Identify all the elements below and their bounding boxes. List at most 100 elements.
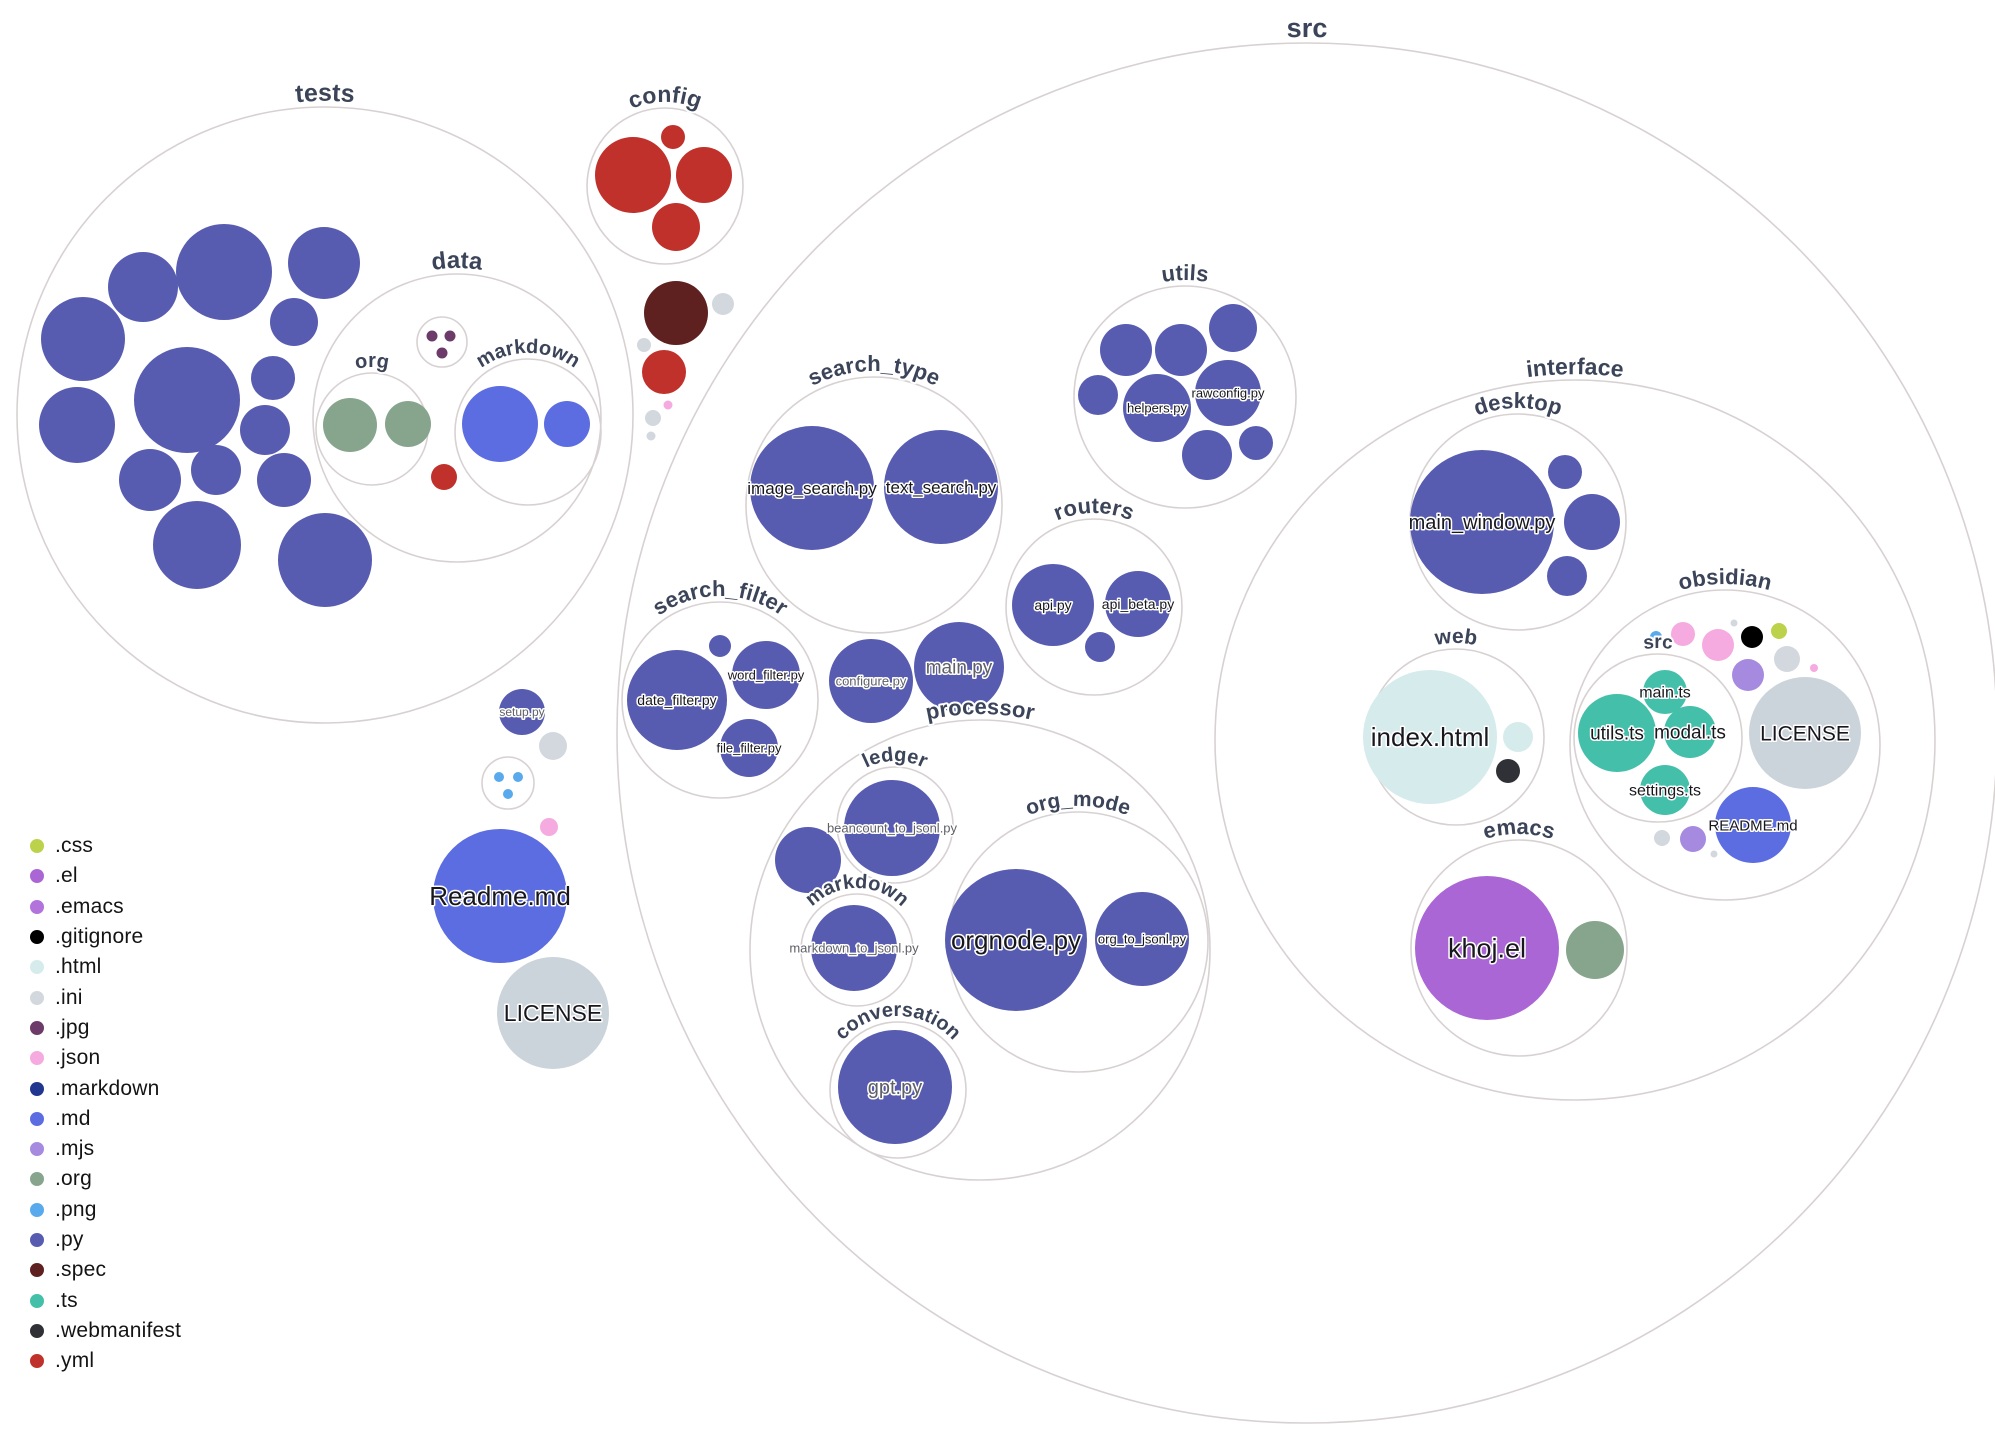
dir-circle-src/processor xyxy=(749,719,1211,1181)
legend-label: .json xyxy=(55,1046,101,1070)
legend-item-json: .json xyxy=(30,1043,181,1073)
dir-label-src/search_type: search_type xyxy=(804,351,945,391)
dir-circle-assets xyxy=(481,756,535,810)
file-circle-py xyxy=(1209,304,1257,352)
legend-label: .jpg xyxy=(55,1015,90,1039)
dir-circle-src/processor/conversation xyxy=(829,1021,967,1159)
legend-swatch-json xyxy=(30,1051,44,1066)
legend-label: .png xyxy=(55,1197,97,1221)
file-circle-ini xyxy=(645,410,661,426)
file-label-date_filter.py: date_filter.py xyxy=(637,692,716,708)
file-circle-yml xyxy=(661,125,685,149)
file-circle-json xyxy=(1810,664,1818,672)
file-circle-yml xyxy=(652,203,700,251)
file-circle-py xyxy=(191,445,241,495)
legend-label: .mjs xyxy=(55,1137,95,1161)
legend-swatch-emacs xyxy=(30,899,44,914)
file-circle-png xyxy=(503,789,513,799)
file-circle-py xyxy=(1239,426,1273,460)
legend-swatch-yml xyxy=(30,1354,44,1369)
file-circle-gitignore xyxy=(1741,626,1763,648)
file-label-image_search.py: image_search.py xyxy=(747,479,877,498)
file-circle-org_to_jsonl.py xyxy=(1095,892,1189,986)
file-circle-yml xyxy=(676,147,732,203)
file-circle-Readme.md xyxy=(433,829,567,963)
legend-label: .ini xyxy=(55,985,83,1009)
file-label-main_window.py: main_window.py xyxy=(1409,512,1556,534)
file-circle-gpt.py xyxy=(838,1030,952,1144)
file-circle-css xyxy=(1771,623,1787,639)
file-circle-ini xyxy=(539,732,567,760)
file-circle-py xyxy=(1547,556,1587,596)
file-circle-LICENSE xyxy=(497,957,609,1069)
legend-item-ts: .ts xyxy=(30,1285,181,1315)
legend-item-css: .css xyxy=(30,831,181,861)
legend-label: .md xyxy=(55,1106,91,1130)
legend-label: .css xyxy=(55,834,94,858)
legend-item-el: .el xyxy=(30,861,181,891)
dir-label-tests/data/org: org xyxy=(353,350,390,374)
file-circle-helpers.py xyxy=(1123,374,1191,442)
file-label-README.md: README.md xyxy=(1708,817,1797,834)
dir-label-src/search_filter: search_filter xyxy=(648,576,793,620)
file-circle-image_search.py xyxy=(750,426,874,550)
file-circle-py xyxy=(41,297,125,381)
legend-label: .py xyxy=(55,1228,84,1251)
file-circle-md xyxy=(462,386,538,462)
file-label-gpt.py: gpt.py xyxy=(868,1077,922,1099)
file-label-main.py: main.py xyxy=(926,658,993,679)
dir-label-tests/data/markdown: markdown xyxy=(473,336,584,373)
dir-circle-src/interface/emacs xyxy=(1410,839,1628,1057)
legend-swatch-ini xyxy=(30,990,44,1005)
file-label-rawconfig.py: rawconfig.py xyxy=(1192,386,1265,401)
file-label-setup.py: setup.py xyxy=(499,705,544,719)
file-label-index.html: index.html xyxy=(1371,722,1490,752)
file-circle-LICENSE xyxy=(1749,677,1861,789)
dir-label-tests/data: data xyxy=(430,247,485,276)
legend-label: .org xyxy=(55,1167,92,1191)
legend-swatch-webmanifest xyxy=(30,1323,44,1338)
file-circle-py xyxy=(1078,375,1118,415)
file-circle-ini xyxy=(1710,850,1718,858)
file-circle-main.py xyxy=(914,622,1004,712)
legend-swatch-org xyxy=(30,1172,44,1187)
legend-item-spec: .spec xyxy=(30,1255,181,1285)
file-circle-py xyxy=(153,501,241,589)
file-circle-rawconfig.py xyxy=(1195,360,1261,426)
dir-circle-src/interface xyxy=(1214,379,1936,1101)
file-circle-py xyxy=(39,387,115,463)
file-circle-settings.ts xyxy=(1640,765,1690,815)
file-circle-ini xyxy=(1774,646,1800,672)
extension-legend: .css .el .emacs .gitignore .html .ini .jpg .jso… xyxy=(30,831,181,1376)
legend-swatch-md xyxy=(30,1111,44,1126)
file-circle-ini xyxy=(712,293,734,315)
file-label-file_filter.py: file_filter.py xyxy=(716,741,782,756)
legend-swatch-gitignore xyxy=(30,930,44,945)
file-circle-py xyxy=(134,347,240,453)
dir-circle-tests/data/images xyxy=(416,316,468,368)
file-circle-jpg xyxy=(444,330,456,342)
dir-circle-src/routers xyxy=(1005,518,1183,696)
file-circle-setup.py xyxy=(499,689,545,735)
file-circle-py xyxy=(176,224,272,320)
legend-swatch-html xyxy=(30,960,44,975)
legend-swatch-css xyxy=(30,839,44,854)
file-circle-yml xyxy=(642,350,686,394)
file-circle-configure.py xyxy=(829,639,913,723)
legend-swatch-spec xyxy=(30,1263,44,1278)
file-label-markdown_to_jsonl.py: markdown_to_jsonl.py xyxy=(789,941,919,956)
file-circle-orgnode.py xyxy=(945,869,1087,1011)
legend-label: .ts xyxy=(55,1288,78,1312)
legend-item-py: .py xyxy=(30,1225,181,1255)
legend-item-mjs: .mjs xyxy=(30,1134,181,1164)
legend-swatch-el xyxy=(30,869,44,884)
file-circle-json xyxy=(1671,622,1695,646)
dir-label-src/interface/desktop: desktop xyxy=(1471,388,1566,420)
file-circle-py xyxy=(775,827,841,893)
file-circle-json xyxy=(1702,629,1734,661)
dir-label-src/interface: interface xyxy=(1525,353,1625,382)
file-circle-jpg xyxy=(426,330,438,342)
file-circle-py xyxy=(1085,632,1115,662)
legend-item-md: .md xyxy=(30,1104,181,1134)
file-circle-api_beta.py xyxy=(1105,571,1171,637)
